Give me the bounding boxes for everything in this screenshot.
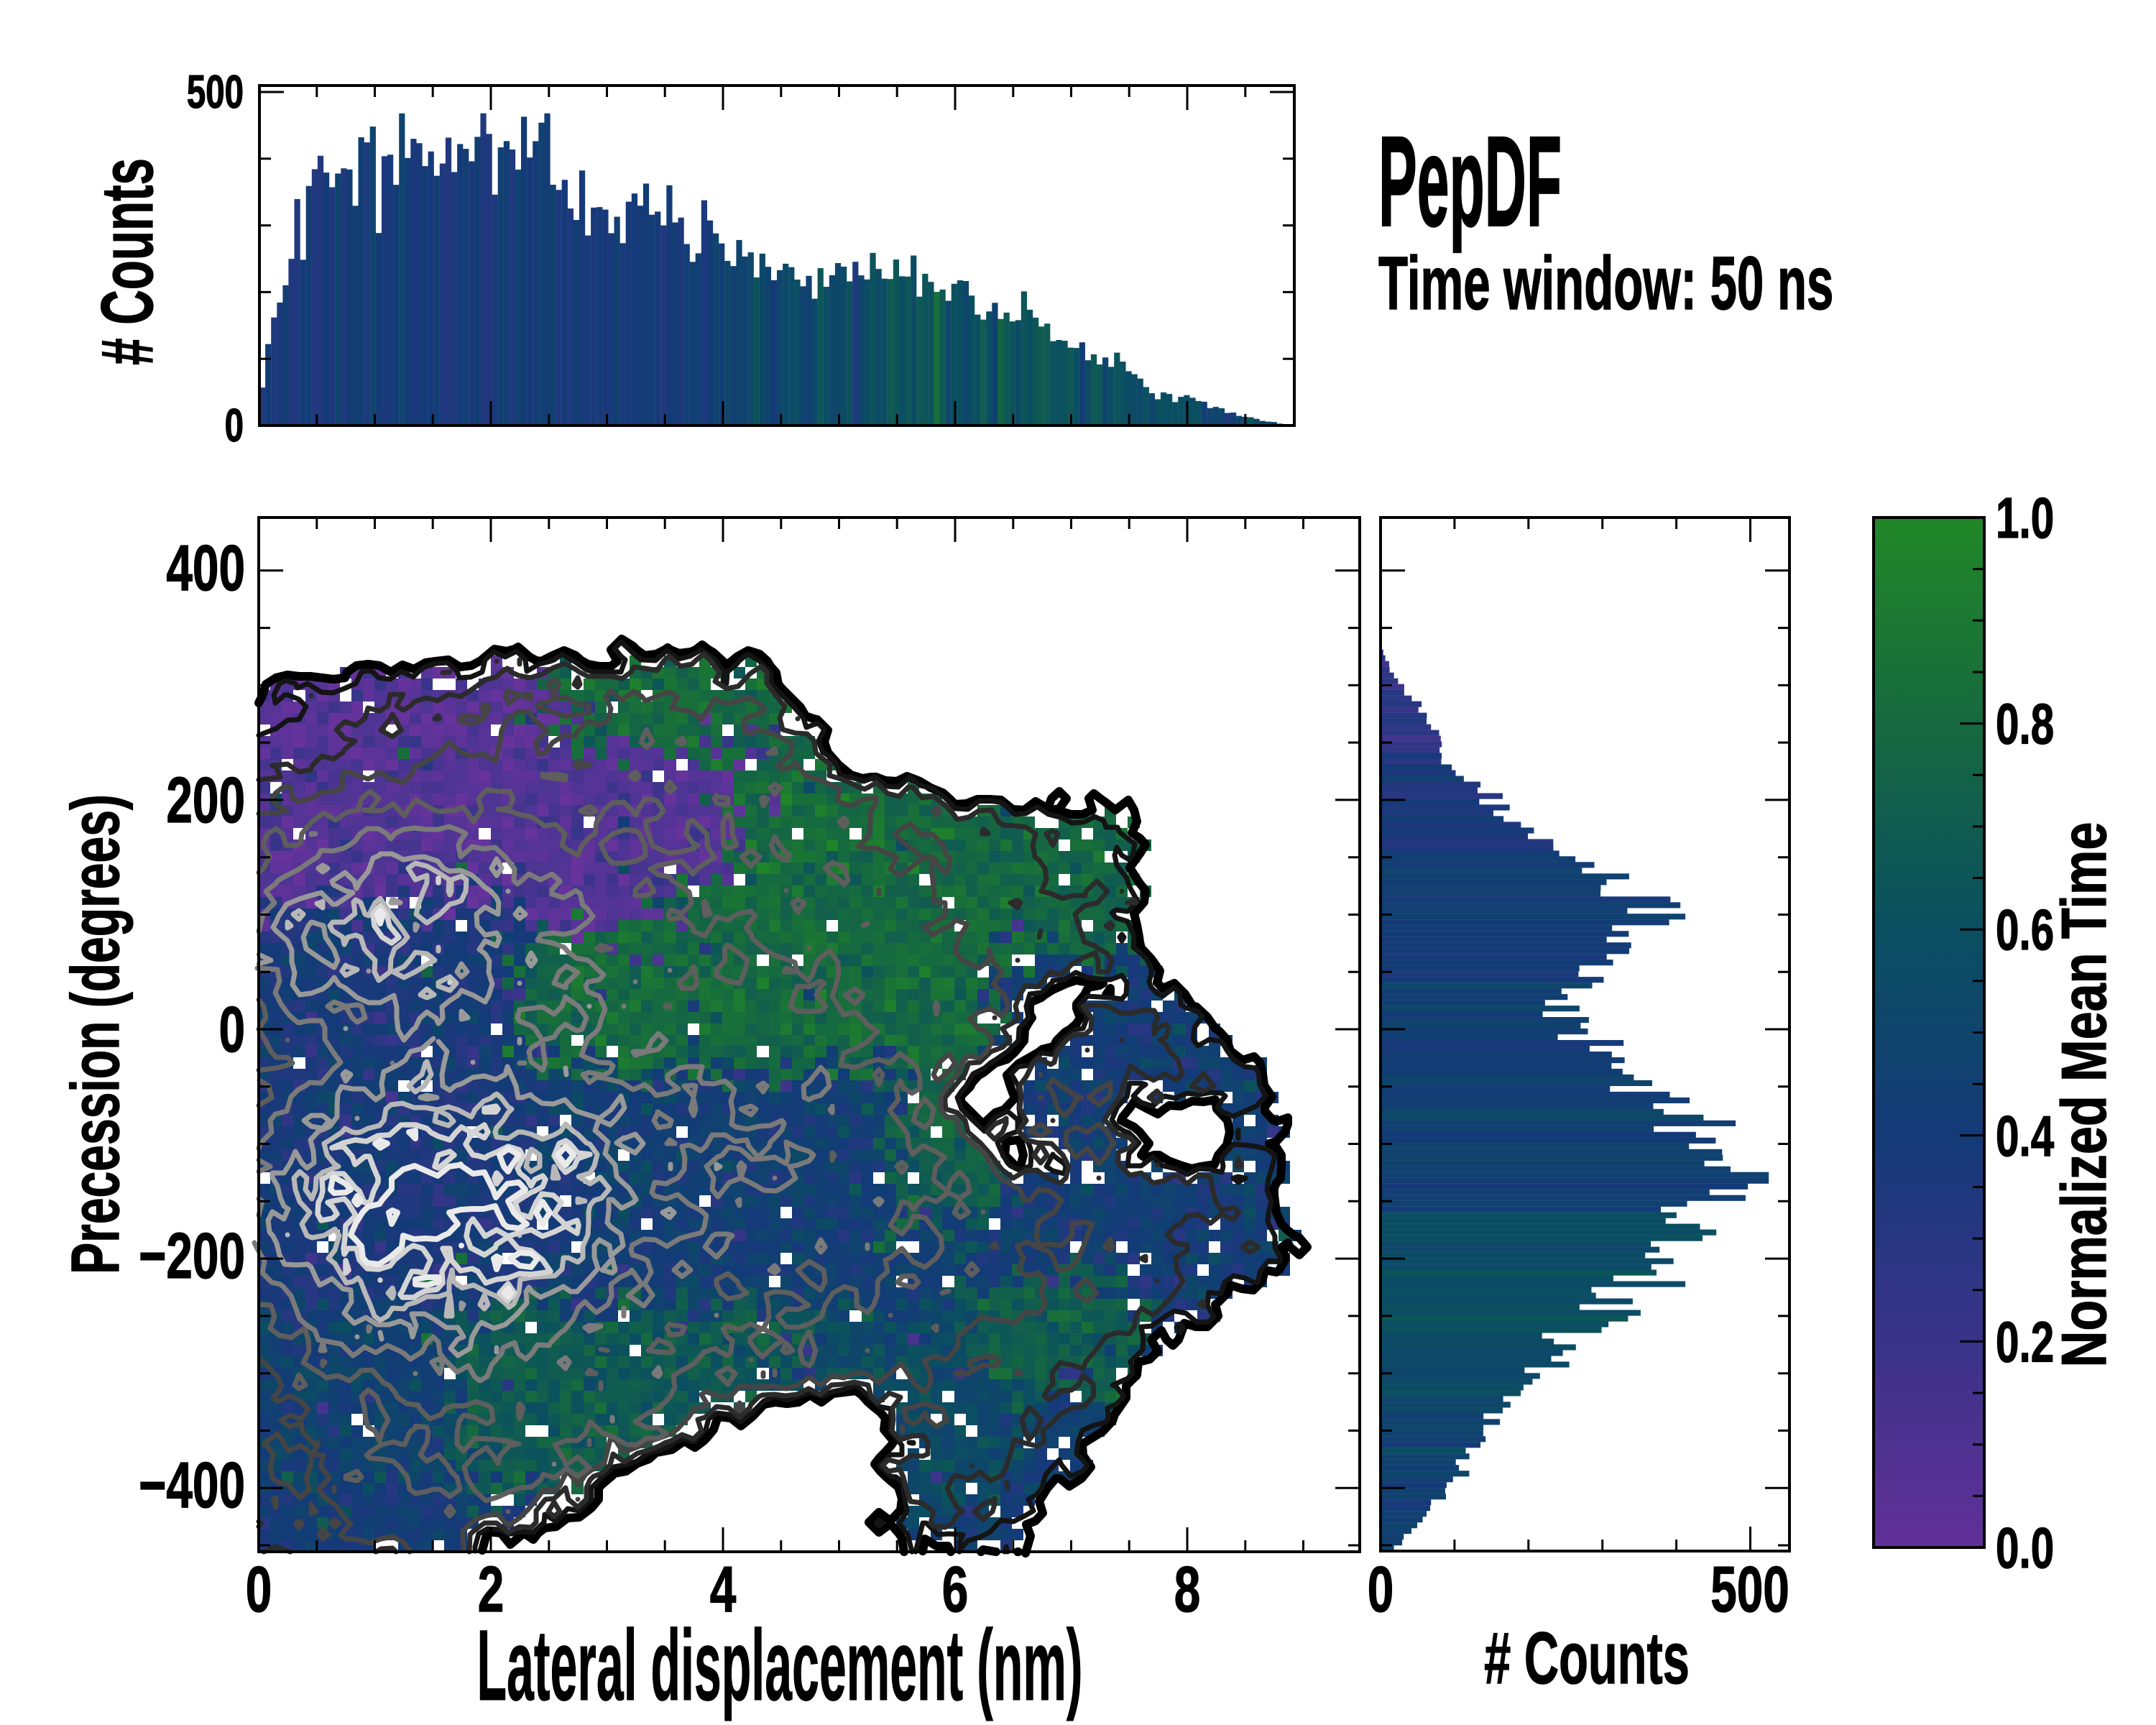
svg-text:Time window: 50 ns: Time window: 50 ns	[1378, 241, 1833, 326]
svg-text:Precession (degrees): Precession (degrees)	[57, 794, 134, 1274]
svg-text:500: 500	[1710, 1553, 1789, 1626]
svg-text:0.4: 0.4	[1996, 1104, 2054, 1168]
svg-text:0: 0	[225, 400, 244, 452]
svg-text:Normalized Mean Time: Normalized Mean Time	[2048, 822, 2119, 1368]
svg-text:Lateral displacement (nm): Lateral displacement (nm)	[476, 1609, 1082, 1721]
svg-text:0.6: 0.6	[1996, 898, 2054, 962]
svg-text:# Counts: # Counts	[87, 158, 168, 365]
svg-text:−400: −400	[139, 1449, 245, 1522]
svg-text:0: 0	[246, 1553, 272, 1626]
svg-text:−200: −200	[139, 1220, 245, 1292]
svg-text:200: 200	[166, 764, 245, 837]
svg-text:400: 400	[166, 532, 245, 604]
svg-text:0.0: 0.0	[1996, 1516, 2054, 1580]
svg-text:8: 8	[1174, 1553, 1201, 1626]
svg-text:PepDF: PepDF	[1378, 110, 1562, 254]
svg-text:500: 500	[187, 66, 244, 119]
svg-text:0: 0	[1368, 1553, 1394, 1626]
svg-text:0: 0	[218, 993, 245, 1066]
svg-text:0.2: 0.2	[1996, 1310, 2054, 1374]
svg-text:6: 6	[942, 1553, 969, 1626]
svg-text:1.0: 1.0	[1996, 486, 2054, 550]
svg-text:2: 2	[478, 1553, 505, 1626]
svg-text:# Counts: # Counts	[1484, 1618, 1690, 1700]
svg-text:0.8: 0.8	[1996, 692, 2054, 756]
svg-text:4: 4	[710, 1553, 737, 1626]
